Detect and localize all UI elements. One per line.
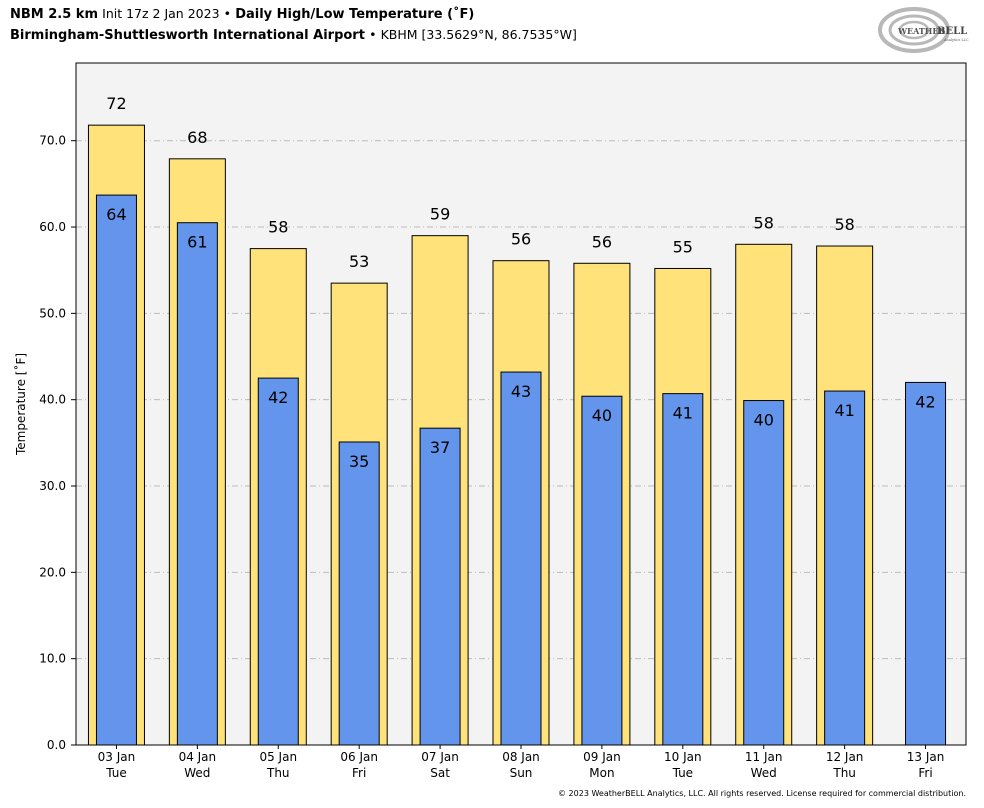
low-value-label: 35: [349, 452, 369, 471]
svg-text:BELL: BELL: [937, 26, 967, 37]
low-bar: [176, 222, 218, 746]
location-name: Birmingham-Shuttlesworth International A…: [10, 28, 365, 43]
low-value-label: 40: [754, 411, 774, 430]
y-tick-label: 10.0: [39, 652, 66, 666]
x-tick-date: 08 Jan: [502, 750, 540, 764]
high-value-label: 56: [592, 232, 612, 251]
init-time: Init 17z 2 Jan 2023: [102, 6, 220, 21]
low-value-label: 43: [511, 382, 531, 401]
low-bar: [581, 395, 623, 746]
x-tick-date: 04 Jan: [179, 750, 217, 764]
y-tick-label: 60.0: [39, 220, 66, 234]
low-value-label: 40: [592, 406, 612, 425]
low-value-label: 42: [268, 388, 288, 407]
low-bar: [95, 194, 137, 746]
high-value-label: 55: [673, 237, 693, 256]
x-tick-date: 06 Jan: [340, 750, 378, 764]
low-value-label: 41: [673, 404, 693, 423]
x-tick-date: 11 Jan: [745, 750, 783, 764]
x-tick-day: Wed: [184, 766, 210, 780]
copyright-notice: © 2023 WeatherBELL Analytics, LLC. All r…: [558, 789, 966, 798]
x-tick-day: Mon: [589, 766, 614, 780]
low-bar: [338, 441, 380, 746]
x-tick-day: Sat: [430, 766, 450, 780]
y-tick-label: 20.0: [39, 565, 66, 579]
station-info: KBHM [33.5629°N, 86.7535°W]: [380, 27, 577, 42]
high-value-label: 72: [106, 94, 126, 113]
x-axis: 03 Jan Tue 04 Jan Wed 05 Jan Thu 06 Jan Fri 07 J…: [98, 745, 945, 780]
chart-title-line-2: Birmingham-Shuttlesworth International A…: [10, 27, 577, 43]
high-value-label: 53: [349, 252, 369, 271]
title-separator: •: [223, 6, 232, 21]
location-separator: •: [369, 27, 377, 42]
high-value-label: 58: [834, 215, 854, 234]
x-tick-day: Thu: [832, 766, 856, 780]
product-title: Daily High/Low Temperature (˚F): [235, 7, 475, 22]
high-value-label: 56: [511, 230, 531, 249]
weatherbell-logo: WEATHER BELL Analytics LLC: [878, 7, 969, 53]
x-tick-day: Thu: [266, 766, 290, 780]
chart-title-line-1: NBM 2.5 km Init 17z 2 Jan 2023 • Daily H…: [10, 6, 474, 22]
low-bar: [419, 427, 461, 746]
low-bar: [500, 371, 542, 746]
svg-text:WEATHER: WEATHER: [897, 26, 945, 36]
x-tick-date: 12 Jan: [826, 750, 864, 764]
x-tick-date: 13 Jan: [907, 750, 945, 764]
y-tick-label: 50.0: [39, 306, 66, 320]
svg-text:Analytics LLC: Analytics LLC: [943, 38, 969, 42]
x-tick-day: Wed: [751, 766, 777, 780]
x-tick-day: Sun: [510, 766, 533, 780]
high-value-label: 58: [754, 213, 774, 232]
x-tick-date: 05 Jan: [259, 750, 297, 764]
x-tick-date: 09 Jan: [583, 750, 621, 764]
data-labels: 72 64 68 61 58 42 53 35 59 37 56 43 56 40 55 41 58 40 58 41…: [106, 94, 935, 471]
x-tick-day: Tue: [672, 766, 694, 780]
low-bar: [743, 400, 785, 746]
low-value-label: 61: [187, 233, 207, 252]
x-tick-day: Fri: [918, 766, 932, 780]
y-tick-label: 70.0: [39, 134, 66, 148]
low-bar: [257, 377, 299, 746]
x-tick-day: Tue: [105, 766, 127, 780]
y-axis: 0.0 10.0 20.0 30.0 40.0 50.0 60.0 70.0: [39, 134, 76, 752]
low-bar: [662, 393, 704, 746]
x-tick-date: 07 Jan: [421, 750, 459, 764]
low-value-label: 42: [915, 392, 935, 411]
y-tick-label: 30.0: [39, 479, 66, 493]
low-bars: [95, 194, 947, 746]
low-value-label: 41: [834, 401, 854, 420]
low-value-label: 64: [106, 205, 126, 224]
high-value-label: 68: [187, 128, 207, 147]
low-bar: [824, 390, 866, 746]
model-name: NBM 2.5 km: [10, 7, 98, 22]
x-tick-day: Fri: [352, 766, 366, 780]
high-value-label: 59: [430, 205, 450, 224]
x-tick-date: 10 Jan: [664, 750, 702, 764]
low-bar: [905, 381, 947, 746]
low-value-label: 37: [430, 438, 450, 457]
y-tick-label: 40.0: [39, 393, 66, 407]
y-axis-label: Temperature [˚F]: [13, 353, 28, 456]
high-value-label: 58: [268, 218, 288, 237]
x-tick-date: 03 Jan: [98, 750, 136, 764]
y-tick-label: 0.0: [47, 738, 66, 752]
